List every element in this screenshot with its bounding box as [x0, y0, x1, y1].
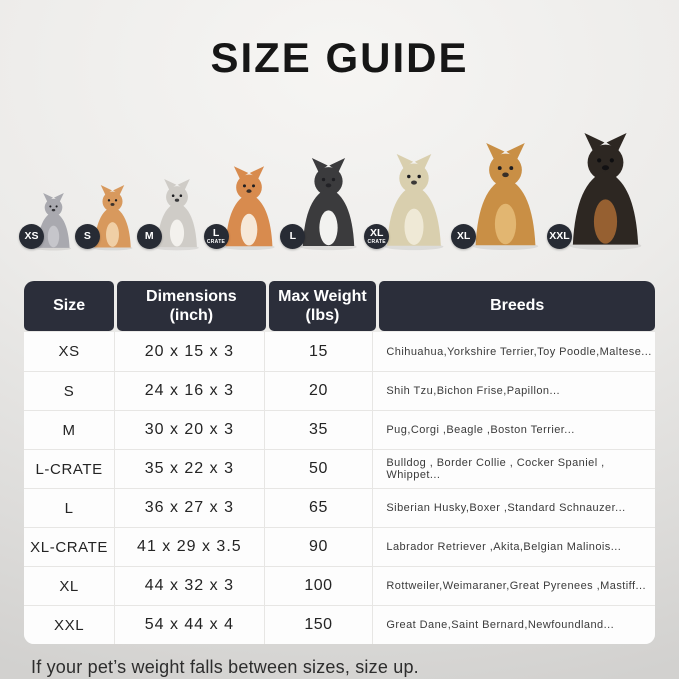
table-body: XS 20 x 15 x 3 15 Chihuahua,Yorkshire Te… — [24, 332, 655, 645]
cell-size: L — [24, 489, 115, 528]
cell-breeds: Great Dane,Saint Bernard,Newfoundland... — [373, 606, 655, 645]
size-badge-m: M — [136, 224, 162, 250]
table-row: XL-CRATE 41 x 29 x 3.5 90 Labrador Retri… — [24, 527, 655, 567]
cell-breeds: Labrador Retriever ,Akita,Belgian Malino… — [373, 528, 655, 567]
cell-size: XL — [24, 567, 115, 606]
cell-dimensions: 24 x 16 x 3 — [115, 372, 264, 411]
cell-dimensions: 44 x 32 x 3 — [115, 567, 264, 606]
table-row: XXL 54 x 44 x 4 150 Great Dane,Saint Ber… — [24, 605, 655, 645]
cell-breeds: Shih Tzu,Bichon Frise,Papillon... — [373, 372, 655, 411]
cell-dimensions: 30 x 20 x 3 — [115, 411, 264, 450]
shiba-inu-illustration — [222, 166, 275, 251]
table-row: L 36 x 27 x 3 65 Siberian Husky,Boxer ,S… — [24, 488, 655, 528]
cell-max-weight: 65 — [264, 489, 373, 528]
size-guide-table: Size Dimensions (inch) Max Weight (lbs) Br… — [24, 281, 655, 645]
border-collie-illustration — [300, 158, 358, 251]
table-row: L-CRATE 35 x 22 x 3 50 Bulldog , Border … — [24, 449, 655, 489]
table-row: S 24 x 16 x 3 20 Shih Tzu,Bichon Frise,P… — [24, 371, 655, 411]
cell-size: S — [24, 372, 115, 411]
cell-dimensions: 36 x 27 x 3 — [115, 489, 264, 528]
cell-size: XXL — [24, 606, 115, 645]
cell-dimensions: 41 x 29 x 3.5 — [115, 528, 264, 567]
labrador-illustration — [384, 154, 444, 251]
cell-dimensions: 54 x 44 x 4 — [115, 606, 264, 645]
cell-breeds: Rottweiler,Weimaraner,Great Pyrenees ,Ma… — [373, 567, 655, 606]
size-badge-xxl: XXL — [546, 224, 572, 250]
cell-breeds: Chihuahua,Yorkshire Terrier,Toy Poodle,M… — [373, 332, 655, 372]
size-badge-l: L — [280, 224, 306, 250]
cell-size: M — [24, 411, 115, 450]
cell-dimensions: 20 x 15 x 3 — [115, 332, 264, 372]
table-header-row: Size Dimensions (inch) Max Weight (lbs) Br… — [24, 281, 655, 332]
size-badge-s: S — [74, 224, 100, 250]
cell-size: XS — [24, 332, 115, 372]
table-row: M 30 x 20 x 3 35 Pug,Corgi ,Beagle ,Bost… — [24, 410, 655, 450]
header-breeds: Breeds — [379, 281, 655, 332]
french-bulldog-illustration — [154, 179, 199, 251]
pomeranian-illustration — [92, 185, 133, 251]
table-row: XS 20 x 15 x 3 15 Chihuahua,Yorkshire Te… — [24, 332, 655, 372]
cell-max-weight: 15 — [264, 332, 373, 372]
cell-max-weight: 20 — [264, 372, 373, 411]
pet-french-bulldog: M — [136, 179, 206, 251]
cell-breeds: Pug,Corgi ,Beagle ,Boston Terrier... — [373, 411, 655, 450]
cell-breeds: Siberian Husky,Boxer ,Standard Schnauzer… — [373, 489, 655, 528]
header-max-weight: Max Weight (lbs) — [268, 281, 377, 332]
cell-size: L-CRATE — [24, 450, 115, 489]
header-dimensions: Dimensions (inch) — [117, 281, 266, 332]
pet-golden-retriever: XL — [451, 143, 549, 251]
page-title: SIZE GUIDE — [210, 34, 469, 81]
cell-max-weight: 50 — [264, 450, 373, 489]
doberman-illustration — [569, 133, 642, 250]
size-badge-xs: XS — [19, 224, 44, 250]
cell-breeds: Bulldog , Border Collie , Cocker Spaniel… — [373, 450, 655, 489]
sizing-footnote: If your pet’s weight falls between sizes… — [31, 657, 419, 678]
golden-retriever-illustration — [472, 143, 539, 251]
cell-max-weight: 100 — [264, 567, 373, 606]
cell-size: XL-CRATE — [24, 528, 115, 567]
pet-border-collie: L — [280, 158, 366, 251]
cell-dimensions: 35 x 22 x 3 — [115, 450, 264, 489]
pet-pomeranian: S — [74, 185, 139, 251]
cell-max-weight: 150 — [264, 606, 373, 645]
size-badge-xl: XL — [451, 224, 477, 250]
table-row: XL 44 x 32 x 3 100 Rottweiler,Weimaraner… — [24, 566, 655, 606]
size-badge-xl-crate: XL CRATE — [364, 224, 390, 250]
cell-max-weight: 35 — [264, 411, 373, 450]
pets-size-lineup: XS S M — [19, 125, 653, 251]
size-badge-l-crate: L CRATE — [203, 224, 229, 250]
cell-max-weight: 90 — [264, 528, 373, 567]
pet-cat: XS — [19, 193, 77, 251]
cat-illustration — [35, 193, 72, 251]
pet-shiba-inu: L CRATE — [203, 166, 283, 251]
header-size: Size — [24, 281, 115, 332]
pet-labrador: XL CRATE — [364, 154, 453, 251]
pet-doberman: XXL — [546, 133, 653, 251]
